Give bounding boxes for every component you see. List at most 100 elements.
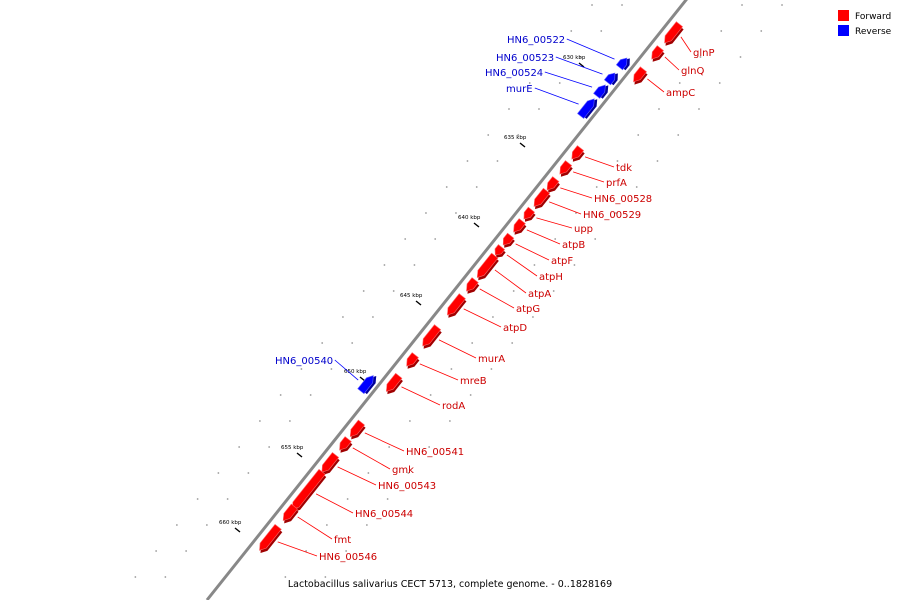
gene-feature bbox=[422, 324, 442, 349]
gene-features bbox=[259, 21, 684, 554]
gene-label: HN6_00541 bbox=[406, 447, 464, 458]
gene-labels: HN6_00522 HN6_00523 HN6_00524 murE glnP glnQ a… bbox=[275, 35, 715, 563]
gene-label: atpG bbox=[516, 304, 540, 315]
tick-mark bbox=[234, 527, 241, 533]
genome-caption: Lactobacillus salivarius CECT 5713, comp… bbox=[288, 579, 612, 590]
label-leader bbox=[438, 339, 477, 359]
gene-feature bbox=[494, 244, 506, 258]
label-leader bbox=[334, 359, 359, 381]
label-leaders bbox=[277, 36, 692, 557]
label-leader bbox=[560, 187, 593, 199]
legend-reverse-label: Reverse bbox=[855, 27, 892, 37]
gene-label: glnQ bbox=[681, 66, 704, 77]
label-leader bbox=[364, 432, 405, 452]
gene-label: prfA bbox=[606, 178, 627, 189]
label-leader bbox=[401, 386, 441, 406]
gene-feature bbox=[476, 252, 499, 281]
label-leader bbox=[566, 38, 615, 60]
gene-feature bbox=[571, 145, 585, 162]
label-leader bbox=[494, 269, 527, 294]
gene-feature bbox=[533, 187, 551, 210]
genome-backbone bbox=[205, 0, 688, 600]
gene-label: HN6_00522 bbox=[507, 35, 565, 46]
gene-label: atpB bbox=[562, 240, 585, 251]
tick-label: 655 kbp bbox=[281, 445, 304, 451]
label-leader bbox=[515, 243, 550, 261]
label-leader bbox=[506, 254, 538, 277]
gene-feature bbox=[546, 176, 560, 193]
label-leader bbox=[419, 363, 459, 381]
gene-label: HN6_00546 bbox=[319, 552, 377, 563]
gene-label: rodA bbox=[442, 401, 465, 412]
label-leader bbox=[680, 36, 692, 53]
legend-forward-swatch bbox=[838, 10, 849, 21]
gene-label: glnP bbox=[693, 48, 715, 59]
gene-label: HN6_00523 bbox=[496, 53, 554, 64]
gene-feature bbox=[321, 452, 340, 475]
tick-mark bbox=[415, 300, 422, 306]
gene-label: murE bbox=[506, 84, 533, 95]
gene-label: HN6_00544 bbox=[355, 509, 413, 520]
legend: Forward Reverse bbox=[838, 10, 892, 37]
gene-label: HN6_00543 bbox=[378, 481, 436, 492]
gene-label: atpF bbox=[551, 256, 573, 267]
label-leader bbox=[664, 56, 680, 71]
tick-label: 645 kbp bbox=[400, 293, 423, 299]
gene-label: fmt bbox=[334, 535, 351, 546]
label-leader bbox=[297, 516, 333, 540]
gene-label: atpD bbox=[503, 323, 527, 334]
tick-mark bbox=[578, 62, 585, 68]
gene-feature bbox=[406, 352, 420, 369]
gene-feature bbox=[259, 523, 283, 554]
gene-feature bbox=[593, 84, 609, 99]
label-leader bbox=[352, 447, 391, 470]
gene-feature bbox=[502, 232, 515, 248]
tick-mark bbox=[519, 142, 526, 148]
gene-label: mreB bbox=[460, 376, 487, 387]
label-leader bbox=[526, 229, 561, 245]
gene-feature bbox=[615, 57, 630, 71]
gene-label: upp bbox=[574, 224, 593, 235]
gene-label: HN6_00524 bbox=[485, 68, 543, 79]
gene-label: murA bbox=[478, 354, 505, 365]
legend-reverse-swatch bbox=[838, 25, 849, 36]
gene-label: HN6_00528 bbox=[594, 194, 652, 205]
label-leader bbox=[544, 71, 593, 88]
gene-label: ampC bbox=[666, 88, 695, 99]
label-leader bbox=[647, 78, 665, 93]
gene-feature bbox=[447, 293, 467, 318]
gene-feature bbox=[282, 503, 299, 524]
gene-feature bbox=[577, 98, 598, 119]
gene-label: HN6_00529 bbox=[583, 210, 641, 221]
legend-forward-label: Forward bbox=[855, 12, 891, 22]
gene-feature bbox=[664, 21, 684, 46]
tick-mark bbox=[473, 222, 480, 228]
gene-feature bbox=[385, 372, 403, 395]
gene-feature bbox=[523, 206, 536, 222]
label-leader bbox=[555, 56, 603, 75]
gene-feature bbox=[633, 66, 648, 85]
gene-feature bbox=[357, 375, 377, 395]
label-leader bbox=[572, 171, 605, 183]
gene-feature bbox=[559, 160, 573, 177]
tick-label: 635 kbp bbox=[504, 135, 527, 141]
label-leader bbox=[534, 87, 579, 105]
label-leader bbox=[479, 288, 515, 309]
label-leader bbox=[315, 493, 354, 514]
gene-label: gmk bbox=[392, 465, 414, 476]
gene-feature bbox=[466, 277, 480, 294]
label-leader bbox=[549, 201, 582, 215]
gene-label: atpH bbox=[539, 272, 563, 283]
label-leader bbox=[584, 156, 615, 168]
label-leader bbox=[463, 308, 502, 328]
gene-label: atpA bbox=[528, 289, 551, 300]
tick-mark bbox=[296, 452, 303, 458]
tick-marks: 630 kbp 635 kbp 640 kbp 645 kbp 650 kbp 655 k… bbox=[219, 55, 586, 533]
gene-feature bbox=[513, 218, 527, 235]
tick-label: 630 kbp bbox=[563, 55, 586, 61]
tick-label: 650 kbp bbox=[344, 369, 367, 375]
gene-feature bbox=[339, 436, 353, 453]
gene-label: HN6_00540 bbox=[275, 356, 333, 367]
background-dots bbox=[134, 4, 783, 578]
